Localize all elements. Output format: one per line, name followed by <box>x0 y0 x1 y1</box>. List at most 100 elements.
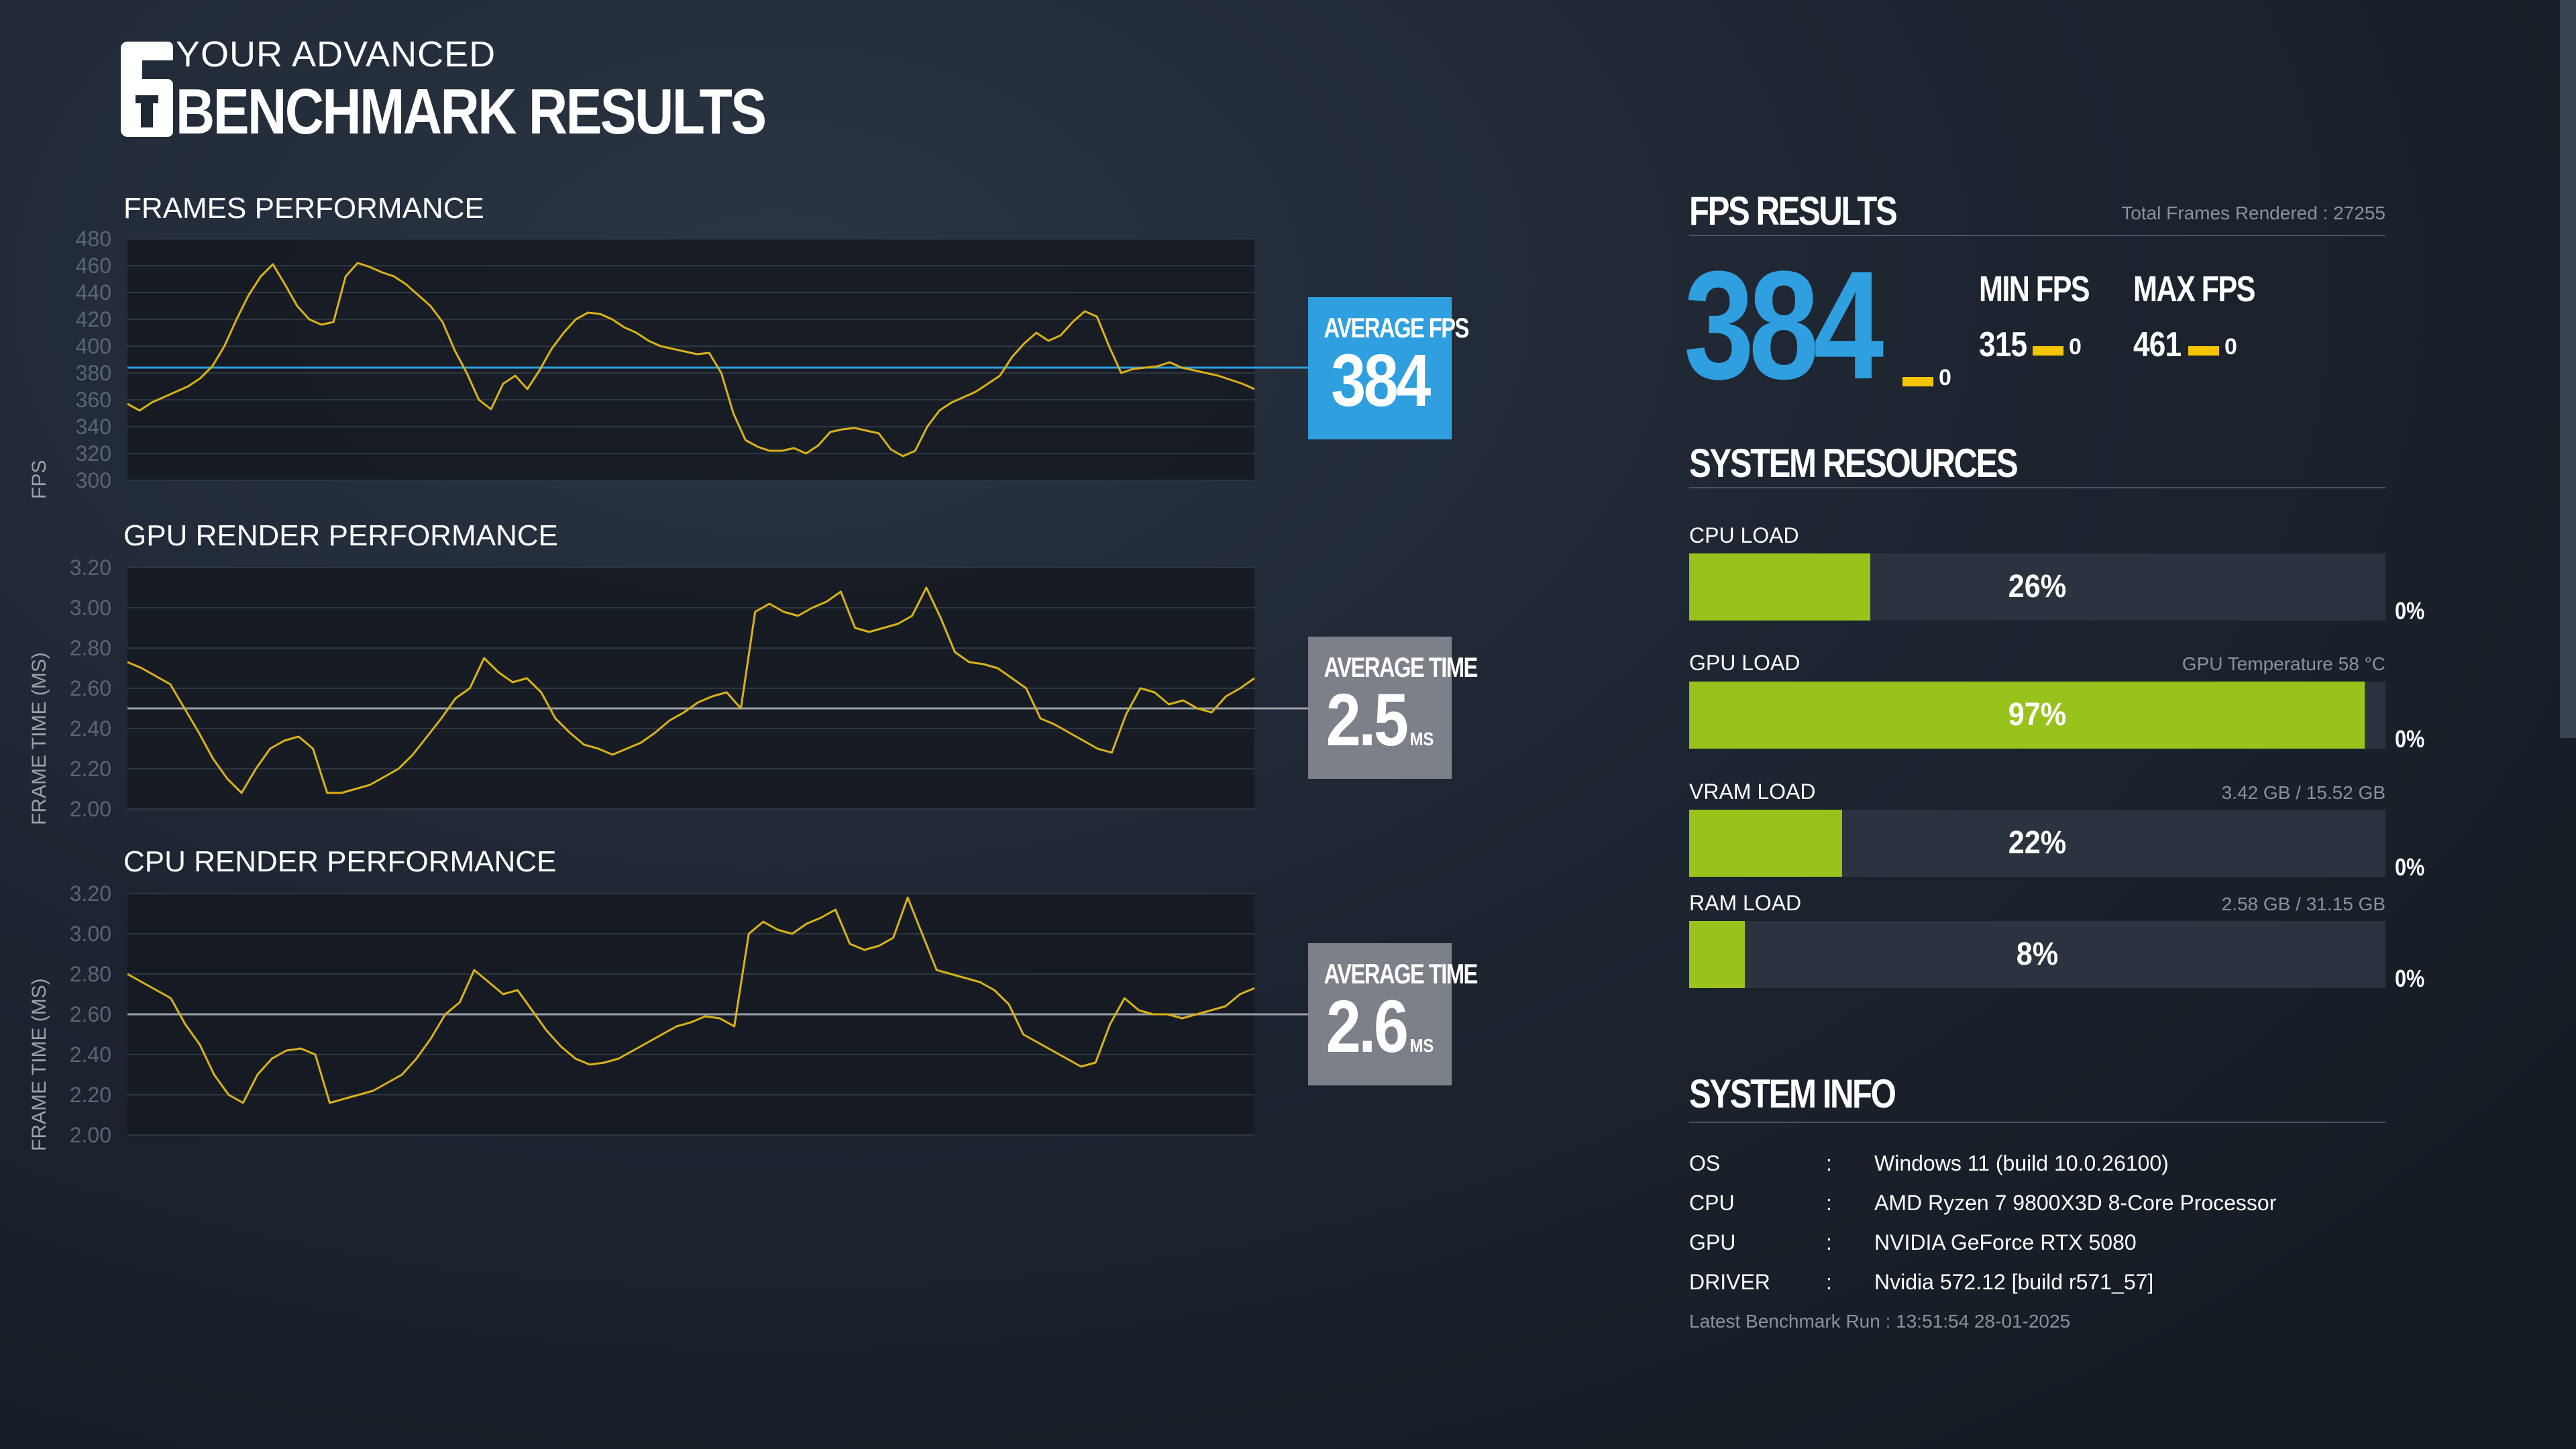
max-fps-value: 461 <box>2133 325 2182 364</box>
vram-load-fill <box>1689 810 1843 877</box>
scrollbar[interactable] <box>2560 0 2576 738</box>
gpu-average-time-unit: MS <box>1409 729 1434 749</box>
min-fps-dash <box>2033 346 2063 356</box>
cpu-load-bar: 26% <box>1689 553 2385 621</box>
gpu-y-tick-label: 3.00 <box>70 596 111 620</box>
ram-load-percent: 8% <box>2016 936 2059 972</box>
gpu-y-tick-label: 2.00 <box>70 797 111 821</box>
avg-fps-zero: 0 <box>1939 365 1951 390</box>
vram-usage: 3.42 GB / 15.52 GB <box>2221 782 2385 803</box>
gpu-load-zero: 0% <box>2395 725 2425 753</box>
info-value: Nvidia 572.12 [build r571_57] <box>1874 1270 2154 1294</box>
frames-series-line <box>127 262 1255 458</box>
gpu-load-percent: 97% <box>2008 697 2067 733</box>
gpu-render-performance-chart: 3.20 3.00 2.80 2.60 2.40 2.20 2.00 <box>70 555 1308 821</box>
gpu-y-tick-label: 2.20 <box>70 757 111 781</box>
gpu-y-tick-label: 2.60 <box>70 676 111 700</box>
cpu-average-time-unit: MS <box>1409 1035 1434 1056</box>
info-key: CPU <box>1689 1191 1735 1215</box>
cpu-average-time-label: AVERAGE TIME <box>1324 958 1479 989</box>
system-resources-title: SYSTEM RESOURCES <box>1689 441 2019 486</box>
cpu-load-label: CPU LOAD <box>1689 523 1799 547</box>
gpu-load-label: GPU LOAD <box>1689 651 1801 675</box>
gpu-load-bar: 97% <box>1689 682 2385 749</box>
total-frames-rendered: Total Frames Rendered : 27255 <box>2121 203 2385 223</box>
gpu-average-time-box: AVERAGE TIME 2.5 MS <box>1308 637 1479 779</box>
cpu-average-time-value: 2.6 <box>1326 985 1409 1068</box>
max-fps-zero: 0 <box>2224 334 2237 360</box>
info-key: OS <box>1689 1151 1721 1175</box>
vram-load-zero: 0% <box>2395 853 2425 881</box>
frames-y-tick-label: 320 <box>76 441 111 466</box>
ram-load-bar: 8% <box>1689 921 2385 988</box>
frames-y-tick-label: 420 <box>76 307 111 331</box>
average-fps-value: 384 <box>1331 339 1431 422</box>
info-value: Windows 11 (build 10.0.26100) <box>1874 1151 2169 1175</box>
page-title: BENCHMARK RESULTS <box>176 76 767 148</box>
cpu-render-performance-chart: 3.20 3.00 2.80 2.60 2.40 2.20 2.00 <box>70 881 1308 1147</box>
gpu-load-fill <box>1689 682 2365 749</box>
ram-load-fill <box>1689 921 1746 988</box>
system-info-title: SYSTEM INFO <box>1689 1071 1896 1116</box>
max-fps-dash <box>2188 346 2219 356</box>
system-info-divider <box>1689 1122 2385 1123</box>
gpu-y-tick-label: 2.40 <box>70 716 111 741</box>
cpu-y-tick-label: 2.60 <box>70 1002 111 1026</box>
vram-load-label: VRAM LOAD <box>1689 780 1816 804</box>
gpu-average-time-value: 2.5 <box>1326 679 1409 761</box>
frames-y-tick-label: 440 <box>76 280 111 305</box>
cpu-load-fill <box>1689 553 1870 621</box>
cpu-chart-title: CPU RENDER PERFORMANCE <box>123 845 557 878</box>
gpu-series-line <box>127 586 1255 794</box>
cpu-load-percent: 26% <box>2008 569 2067 604</box>
average-fps-label: AVERAGE FPS <box>1324 312 1470 343</box>
vram-load-bar: 22% <box>1689 810 2385 877</box>
fps-results-title: FPS RESULTS <box>1689 189 1898 233</box>
cpu-average-time-box: AVERAGE TIME 2.6 MS <box>1308 943 1479 1085</box>
frames-y-tick-label: 480 <box>76 227 111 251</box>
average-fps-big-value: 384 <box>1684 239 1884 411</box>
cpu-y-tick-label: 2.80 <box>70 962 111 986</box>
min-fps-value: 315 <box>1979 325 2027 364</box>
info-separator: : <box>1826 1230 1832 1254</box>
frames-plot-area <box>127 239 1254 480</box>
average-fps-box: AVERAGE FPS 384 <box>1308 297 1470 439</box>
min-fps-zero: 0 <box>2069 334 2082 360</box>
gpu-y-tick-label: 3.20 <box>70 555 111 580</box>
frames-y-tick-label: 400 <box>76 334 111 358</box>
info-separator: : <box>1826 1270 1832 1294</box>
six-siege-logo-icon <box>121 42 173 137</box>
latest-benchmark-run: Latest Benchmark Run : 13:51:54 28-01-20… <box>1689 1311 2071 1332</box>
info-value: NVIDIA GeForce RTX 5080 <box>1874 1230 2137 1254</box>
gpu-y-tick-label: 2.80 <box>70 636 111 660</box>
frames-y-tick-label: 340 <box>76 415 111 439</box>
cpu-y-tick-label: 2.40 <box>70 1042 111 1067</box>
max-fps-title: MAX FPS <box>2133 269 2255 309</box>
frames-y-tick-label: 300 <box>76 468 111 492</box>
gpu-chart-title: GPU RENDER PERFORMANCE <box>123 519 558 552</box>
min-fps-title: MIN FPS <box>1979 269 2090 309</box>
cpu-load-zero: 0% <box>2395 597 2425 625</box>
cpu-y-tick-label: 2.00 <box>70 1123 111 1147</box>
info-key: GPU <box>1689 1230 1736 1254</box>
gpu-average-time-label: AVERAGE TIME <box>1324 651 1479 683</box>
cpu-y-tick-label: 3.20 <box>70 881 111 906</box>
fps-results-divider <box>1689 235 2385 236</box>
ram-usage: 2.58 GB / 31.15 GB <box>2221 894 2385 914</box>
system-resources-divider <box>1689 487 2385 488</box>
cpu-y-tick-label: 3.00 <box>70 922 111 946</box>
info-key: DRIVER <box>1689 1270 1770 1294</box>
frames-y-tick-label: 460 <box>76 254 111 278</box>
ram-load-label: RAM LOAD <box>1689 891 1802 915</box>
info-separator: : <box>1826 1191 1832 1215</box>
frames-y-tick-label: 360 <box>76 388 111 412</box>
header-subtitle: YOUR ADVANCED <box>176 34 496 74</box>
info-value: AMD Ryzen 7 9800X3D 8-Core Processor <box>1874 1191 2277 1215</box>
info-separator: : <box>1826 1151 1832 1175</box>
cpu-series-line <box>127 896 1255 1104</box>
frames-chart-title: FRAMES PERFORMANCE <box>123 192 484 225</box>
gpu-temperature: GPU Temperature 58 °C <box>2182 653 2385 674</box>
frames-y-tick-label: 380 <box>76 361 111 385</box>
avg-fps-dash <box>1902 377 1933 386</box>
